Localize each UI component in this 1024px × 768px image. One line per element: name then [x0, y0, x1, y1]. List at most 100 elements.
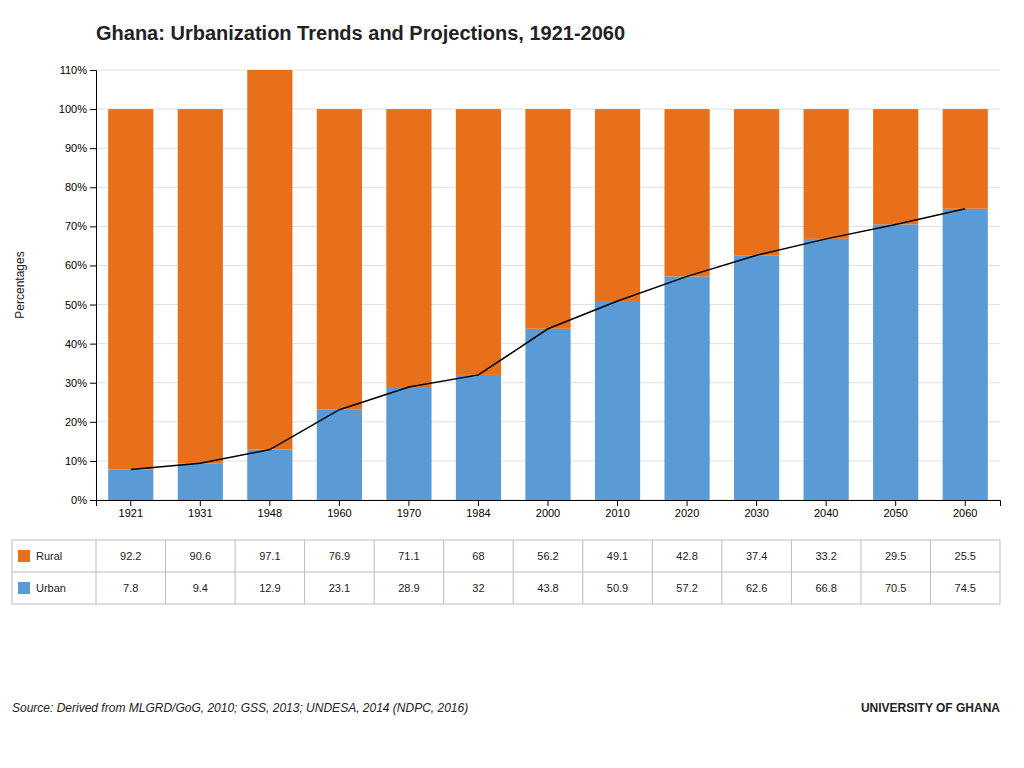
tick: 50% [65, 299, 96, 311]
annotation: UNIVERSITY OF GHANA [861, 701, 1000, 715]
data-label: 43.8 [537, 582, 558, 594]
data-label: 28.9 [398, 582, 419, 594]
table-rule [513, 540, 514, 604]
bar [247, 70, 292, 450]
tick: 10% [65, 455, 96, 467]
table-rule [860, 540, 861, 604]
tick: 2050 [883, 500, 907, 519]
data-label: 57.2 [676, 582, 697, 594]
marks [108, 70, 988, 500]
tick-mark [200, 500, 201, 506]
data-label: 50.9 [607, 582, 628, 594]
x-axis: 1921193119481960197019842000201020202030… [97, 500, 1001, 519]
tick: 90% [65, 142, 96, 154]
table-rule [930, 540, 931, 604]
data-label: 37.4 [746, 550, 767, 562]
chart: Ghana: Urbanization Trends and Projectio… [0, 0, 1024, 768]
data-label: 23.1 [329, 582, 350, 594]
tick-label: 2050 [883, 507, 907, 519]
tick: 20% [65, 416, 96, 428]
table-rule [96, 540, 97, 604]
tick-mark [826, 500, 827, 506]
tick-label: 20% [65, 416, 87, 428]
bar [595, 301, 640, 500]
table-rule [12, 540, 1000, 541]
table-rule [235, 540, 236, 604]
tick-label: 90% [65, 142, 87, 154]
tick-mark [687, 500, 688, 506]
tick: 1921 [119, 500, 143, 519]
grid-line [96, 70, 1000, 71]
tick: 0% [71, 494, 96, 506]
bar [804, 109, 849, 239]
table-rule [443, 540, 444, 604]
table-rule [12, 604, 1000, 605]
plot: 0%10%20%30%40%50%60%70%80%90%100%110%192… [59, 64, 1001, 519]
tick-label: 10% [65, 455, 87, 467]
table-rule [721, 540, 722, 604]
data-label: 70.5 [885, 582, 906, 594]
bar [108, 470, 153, 500]
bar [525, 329, 570, 500]
data-label: 56.2 [537, 550, 558, 562]
tick-mark [90, 70, 96, 71]
tick: 80% [65, 181, 96, 193]
bar [734, 109, 779, 255]
tick-mark [965, 500, 966, 506]
table-rule [12, 572, 1000, 573]
bar [178, 463, 223, 500]
tick-label: 2030 [744, 507, 768, 519]
data-label: 68 [472, 550, 484, 562]
bar-series [108, 70, 988, 470]
tick-mark [90, 305, 96, 306]
bar [734, 255, 779, 500]
bar [456, 109, 501, 375]
data-label: 97.1 [259, 550, 280, 562]
tick-label: 1921 [119, 507, 143, 519]
grid [96, 70, 1000, 500]
data-label: 29.5 [885, 550, 906, 562]
legend-swatch [18, 582, 30, 594]
tick: 2030 [744, 500, 768, 519]
data-label: 25.5 [955, 550, 976, 562]
tick: 2040 [814, 500, 838, 519]
bar [178, 109, 223, 463]
data-table: Rural92.290.697.176.971.16856.249.142.83… [12, 540, 1000, 604]
tick-label: 70% [65, 220, 87, 232]
tick-label: 110% [60, 64, 88, 76]
tick-mark [90, 226, 96, 227]
annotation: Source: Derived from MLGRD/GoG, 2010; GS… [12, 701, 468, 715]
data-label: 33.2 [815, 550, 836, 562]
tick-mark [90, 422, 96, 423]
table-rule [652, 540, 653, 604]
tick-mark [90, 109, 96, 110]
tick-label: 1948 [258, 507, 282, 519]
bar [873, 109, 918, 224]
bar [664, 276, 709, 500]
bar [943, 209, 988, 500]
tick-label: 1960 [327, 507, 351, 519]
tick-mark [478, 500, 479, 506]
table-rule [304, 540, 305, 604]
bar [108, 109, 153, 469]
tick-mark [339, 500, 340, 506]
tick-mark [90, 344, 96, 345]
tick-label: 40% [65, 338, 87, 350]
table-rule [12, 540, 13, 604]
tick: 1970 [397, 500, 421, 519]
legend-label: Rural [36, 550, 62, 562]
bar [943, 109, 988, 209]
tick: 1960 [327, 500, 351, 519]
tick-label: 50% [65, 299, 87, 311]
bar [525, 109, 570, 329]
bar [386, 387, 431, 500]
tick: 110% [60, 64, 96, 76]
tick: 1948 [258, 500, 282, 519]
tick-mark [90, 148, 96, 149]
legend-swatch [18, 550, 30, 562]
data-label: 62.6 [746, 582, 767, 594]
tick-mark [895, 500, 896, 506]
data-label: 32 [472, 582, 484, 594]
table-rule [1000, 540, 1001, 604]
data-label: 66.8 [815, 582, 836, 594]
